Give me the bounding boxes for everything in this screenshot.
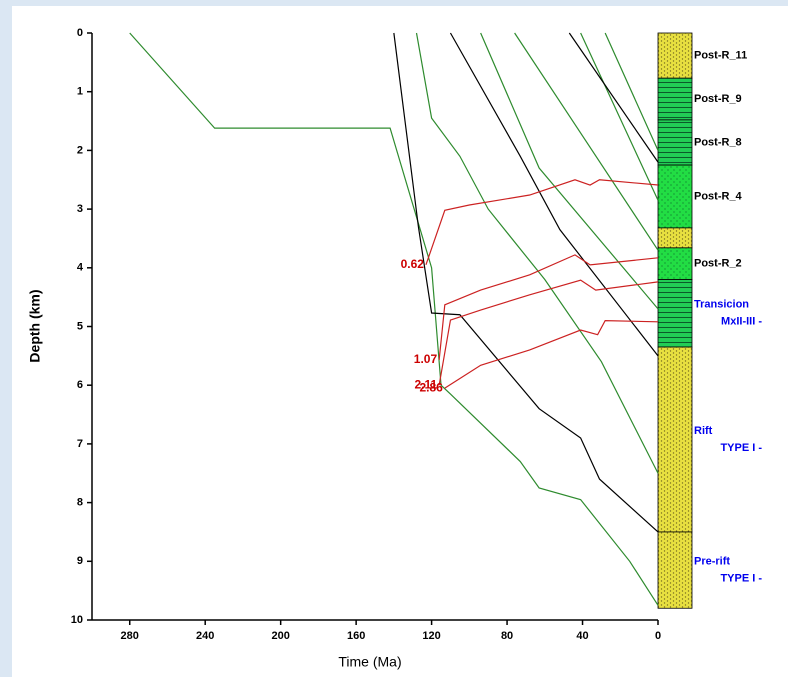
burial-curve	[438, 279, 659, 386]
y-tick-label: 8	[77, 497, 83, 509]
lithology-layer	[657, 32, 693, 79]
y-tick-label: 2	[77, 144, 83, 156]
x-tick-label: 200	[271, 630, 289, 642]
burial-curve	[514, 32, 659, 251]
curve-label: 2.86	[419, 380, 443, 394]
y-tick-label: 4	[77, 262, 84, 274]
curve-label: 0.62	[401, 257, 425, 271]
layer-label: Post-R_2	[694, 258, 742, 270]
burial-curve	[425, 179, 659, 266]
burial-curve	[444, 320, 659, 389]
x-tick-label: 80	[501, 630, 513, 642]
x-tick-label: 120	[422, 630, 440, 642]
layer-label: Pre-rift	[694, 556, 730, 568]
lithology-layer	[657, 164, 693, 229]
y-tick-label: 9	[77, 555, 83, 567]
y-tick-label: 0	[77, 27, 83, 39]
layer-label: Post-R_11	[694, 50, 747, 62]
curve-label: 1.07	[414, 352, 438, 366]
x-tick-label: 0	[655, 630, 661, 642]
layer-label: TYPE I -	[720, 573, 762, 585]
lithology-layer	[657, 119, 693, 166]
plot-area: Post-R_11 Post-R_9 Post-R_8 Post-R_4 Post-R_…	[71, 27, 763, 642]
layer-label: MxII-III -	[721, 316, 762, 328]
layer-label: TYPE I -	[720, 442, 762, 454]
lithology-layer	[657, 531, 693, 609]
y-axis-label: Depth (km)	[27, 289, 43, 362]
y-tick-label: 5	[77, 320, 83, 332]
burial-curve	[393, 32, 659, 533]
y-tick-label: 6	[77, 379, 83, 391]
curve-label: 2.11	[414, 377, 437, 391]
burial-curve	[604, 32, 659, 151]
x-axis-label: Time (Ma)	[338, 654, 401, 670]
burial-curve	[438, 254, 659, 361]
x-tick-label: 40	[576, 630, 588, 642]
burial-curve	[449, 32, 659, 357]
burial-curve	[415, 32, 659, 474]
lithology-layer	[657, 346, 693, 533]
x-tick-label: 280	[121, 630, 139, 642]
layer-label: Rift	[694, 425, 713, 437]
layer-label: Post-R_8	[694, 136, 742, 148]
y-tick-label: 10	[71, 614, 83, 626]
burial-curve	[568, 32, 659, 163]
lithology-layer	[657, 227, 693, 249]
lithology-layer	[657, 279, 693, 348]
lithology-layer	[657, 247, 693, 280]
y-tick-label: 1	[77, 86, 83, 98]
layer-label: Post-R_4	[694, 190, 743, 202]
y-tick-label: 3	[77, 203, 83, 215]
y-tick-label: 7	[77, 438, 83, 450]
layer-label: Post-R_9	[694, 93, 742, 105]
x-tick-label: 160	[347, 630, 365, 642]
lithology-layer	[657, 77, 693, 121]
burial-curve	[129, 32, 659, 606]
burial-curve	[580, 32, 659, 201]
layer-label: Transicion	[694, 299, 749, 311]
x-tick-label: 240	[196, 630, 214, 642]
